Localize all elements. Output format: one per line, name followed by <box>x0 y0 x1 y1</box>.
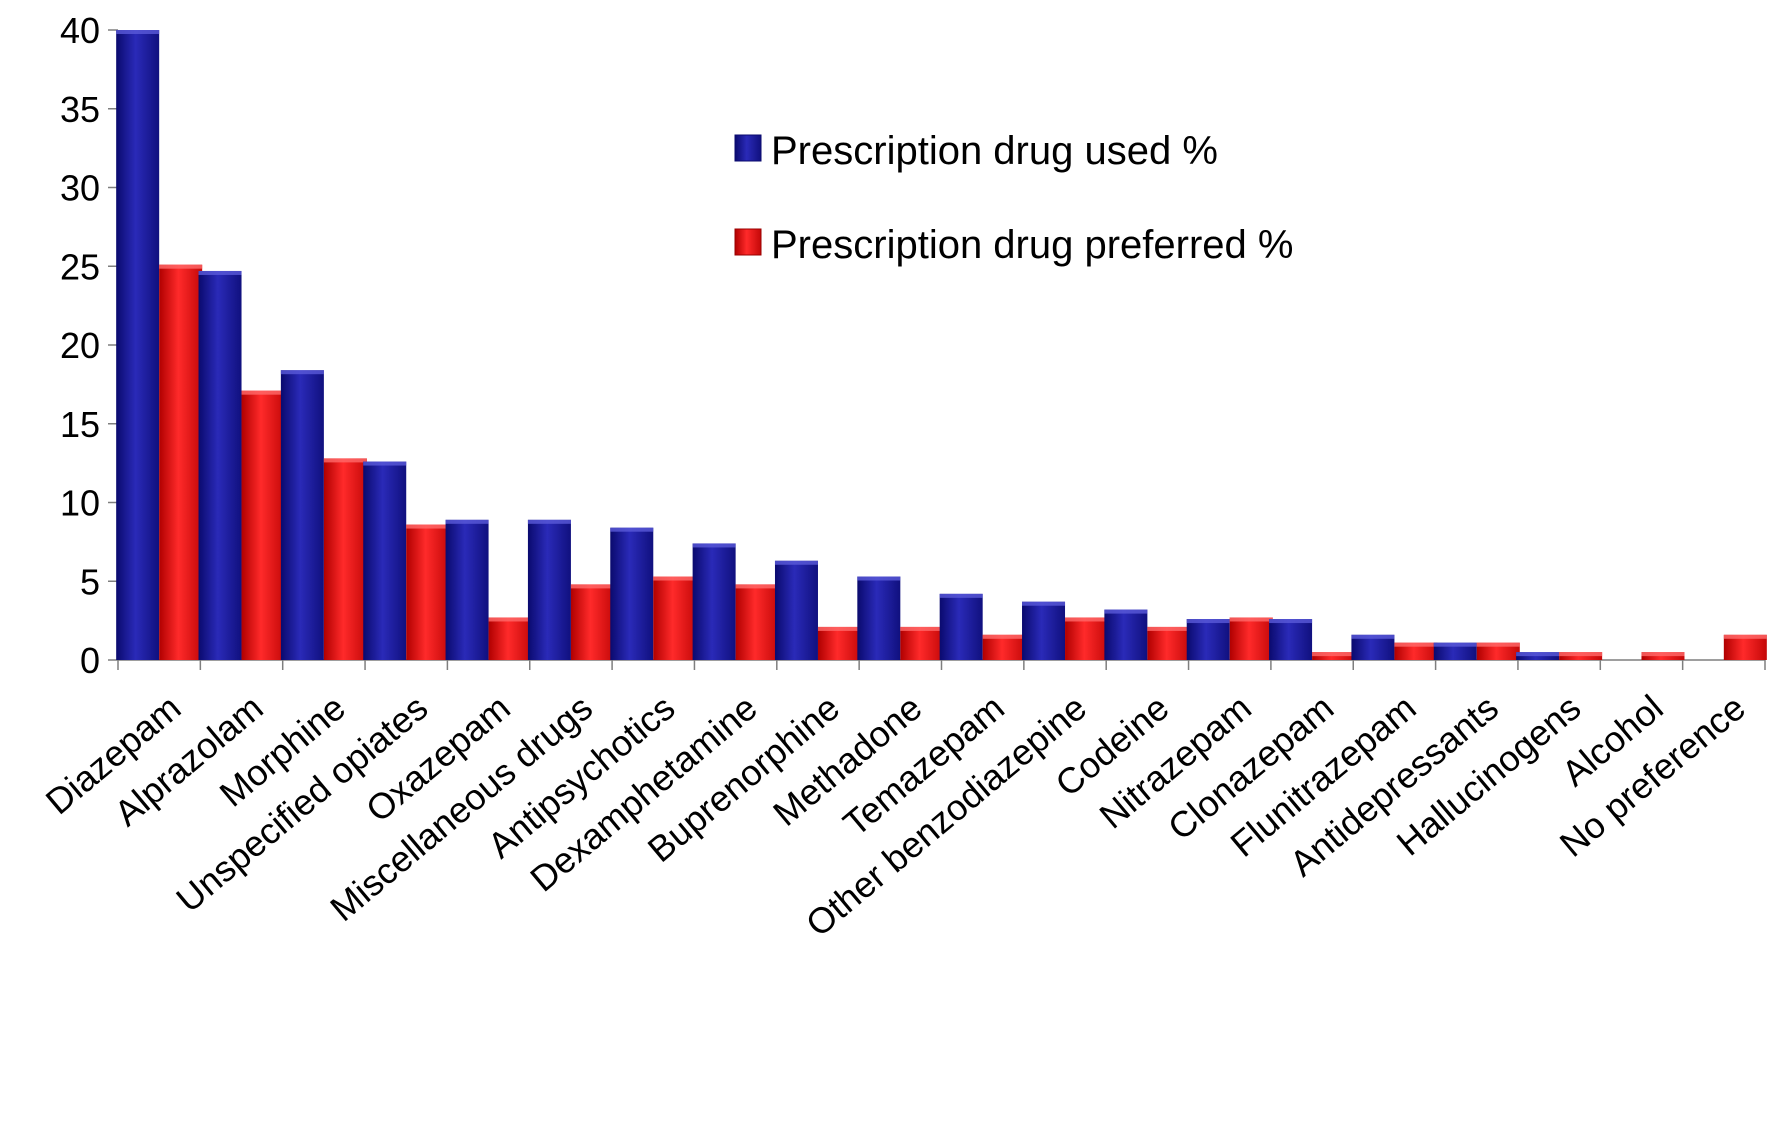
bar-used <box>116 30 160 660</box>
bar-used <box>610 527 654 660</box>
y-axis: 0 5 10 15 20 25 30 35 40 <box>60 10 119 681</box>
bar-preferred <box>323 458 367 660</box>
bar-preferred <box>653 576 697 660</box>
bar-preferred <box>1394 642 1438 660</box>
bar-preferred <box>1065 617 1109 660</box>
bar-preferred <box>1229 617 1273 660</box>
bar-used <box>692 543 736 660</box>
legend-label: Prescription drug preferred % <box>771 223 1293 267</box>
bar-used <box>1516 652 1560 660</box>
bars <box>116 30 1767 660</box>
bar-used <box>445 519 489 660</box>
y-tick-label: 15 <box>60 404 100 445</box>
bar-preferred <box>159 264 203 660</box>
bar-preferred <box>1147 626 1191 660</box>
bar-preferred <box>900 626 944 660</box>
y-tick-label: 25 <box>60 246 100 287</box>
y-tick-label: 35 <box>60 89 100 130</box>
legend-swatch <box>734 228 762 256</box>
legend: Prescription drug used % Prescription dru… <box>734 129 1293 267</box>
y-tick-label: 30 <box>60 168 100 209</box>
bar-used <box>280 370 324 660</box>
bar-preferred <box>570 584 614 660</box>
bar-used <box>1269 619 1313 660</box>
bar-preferred <box>1723 634 1767 660</box>
bar-used <box>1022 601 1066 660</box>
bar-preferred <box>1476 642 1520 660</box>
bar-preferred <box>1559 652 1603 660</box>
y-tick-label: 20 <box>60 325 100 366</box>
y-tick-label: 40 <box>60 10 100 51</box>
x-axis <box>117 659 1766 670</box>
bar-used <box>1433 642 1477 660</box>
bar-preferred <box>735 584 779 660</box>
bar-preferred <box>241 390 285 660</box>
bar-used <box>857 576 901 660</box>
bar-used <box>1186 619 1230 660</box>
bar-used <box>198 270 242 660</box>
bar-preferred <box>406 524 450 660</box>
bar-preferred <box>488 617 532 660</box>
legend-swatch <box>734 134 762 162</box>
y-tick-label: 10 <box>60 483 100 524</box>
bar-preferred <box>982 634 1026 660</box>
y-tick-label: 5 <box>80 561 100 602</box>
bar-used <box>527 519 571 660</box>
y-tick-label: 0 <box>80 640 100 681</box>
bar-preferred <box>817 626 861 660</box>
bar-used <box>1351 634 1395 660</box>
bar-used <box>363 461 407 660</box>
bar-preferred <box>1641 652 1685 660</box>
legend-label: Prescription drug used % <box>771 129 1218 173</box>
bar-used <box>939 593 983 660</box>
bar-preferred <box>1312 652 1356 660</box>
bar-used <box>1104 609 1148 660</box>
bar-used <box>774 560 818 660</box>
